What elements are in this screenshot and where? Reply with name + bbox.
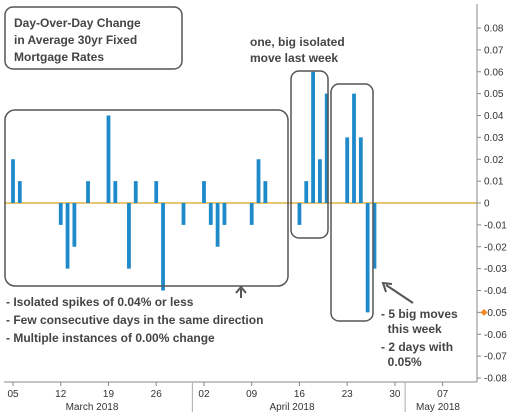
- y-tick-label: -0.05: [484, 308, 507, 319]
- x-tick-label: 16: [294, 389, 306, 400]
- bar: [324, 93, 329, 203]
- x-axis-ticks: 05 12 19 26 02 09 16 23 30 07: [7, 382, 449, 412]
- y-tick-label: -0.04: [484, 286, 507, 297]
- annotation-box2-line-1: one, big isolated: [250, 35, 345, 49]
- bar: [86, 181, 90, 203]
- y-tick-label: -0.02: [484, 242, 507, 253]
- bar: [113, 181, 118, 203]
- bar: [208, 203, 213, 225]
- bar: [58, 203, 63, 225]
- annotation-text-3: - Multiple instances of 0.00% change: [6, 331, 215, 345]
- bar: [133, 181, 138, 203]
- bar: [297, 203, 302, 225]
- annotation-box3-line-1: - 5 big moves: [381, 307, 458, 321]
- month-label-march: March 2018: [66, 402, 119, 413]
- annotation-box3-line-3: - 2 days with: [381, 340, 453, 354]
- bar: [11, 159, 15, 203]
- chart-title-line-3: Mortgage Rates: [14, 50, 104, 64]
- chart-title-line-2: in Average 30yr Fixed: [14, 33, 137, 47]
- bar: [106, 115, 111, 203]
- month-label-april: April 2018: [269, 402, 314, 413]
- bar: [358, 137, 363, 203]
- bar: [352, 93, 356, 203]
- y-tick-label: 0.07: [484, 45, 504, 56]
- y-tick-label: -0.01: [484, 220, 507, 231]
- annotation-box-last-week: [290, 70, 329, 239]
- x-tick-label: 07: [437, 389, 449, 400]
- bar: [161, 203, 165, 291]
- y-tick-label: 0.01: [484, 177, 504, 188]
- bar: [72, 203, 77, 247]
- bar: [17, 181, 22, 203]
- annotation-box3-line-2: this week: [381, 322, 442, 336]
- bar: [202, 181, 206, 203]
- bar: [127, 203, 131, 269]
- annotation-box2-line-2: move last week: [250, 51, 338, 65]
- y-tick-label: -0.08: [484, 374, 507, 385]
- x-tick-label: 09: [246, 389, 258, 400]
- bars-layer: [11, 71, 377, 313]
- annotation-box-march: [4, 109, 289, 287]
- annotation-box3-line-4: 0.05%: [381, 355, 422, 369]
- y-axis-ticks: 0.08 0.07 0.06 0.05 0.04 0.03 0.02 0.01 0 -0.01 -0…: [477, 24, 507, 385]
- arrow-diag-line: [385, 284, 414, 304]
- y-tick-label: 0.08: [484, 24, 504, 35]
- x-tick-label: 02: [198, 389, 210, 400]
- x-tick-label: 12: [55, 389, 67, 400]
- y-tick-label: -0.06: [484, 330, 507, 341]
- bar: [345, 137, 350, 203]
- bar: [304, 181, 309, 203]
- arrow-up-head: [235, 285, 247, 294]
- bar: [263, 181, 268, 203]
- y-tick-label: -0.03: [484, 264, 507, 275]
- title-box: [4, 6, 183, 70]
- y-tick-label: 0: [484, 199, 490, 210]
- annotation-text-1: - Isolated spikes of 0.04% or less: [6, 295, 194, 309]
- bar: [311, 71, 315, 203]
- bar: [154, 181, 159, 203]
- arrow-diag-head: [381, 281, 393, 293]
- x-tick-label: 23: [342, 389, 354, 400]
- bar: [181, 203, 186, 225]
- bar: [215, 203, 220, 247]
- y-tick-label: 0.05: [484, 89, 504, 100]
- latest-value-marker: [480, 308, 488, 316]
- y-tick-label: 0.03: [484, 133, 504, 144]
- chart-title-line-1: Day-Over-Day Change: [14, 16, 141, 30]
- bar: [65, 203, 70, 269]
- bar: [222, 203, 227, 225]
- annotation-text-2: - Few consecutive days in the same direc…: [6, 313, 263, 327]
- y-tick-label: 0.02: [484, 155, 504, 166]
- x-tick-label: 19: [103, 389, 115, 400]
- y-tick-label: 0.06: [484, 67, 504, 78]
- y-tick-label: 0.04: [484, 111, 504, 122]
- bar: [372, 203, 377, 269]
- x-tick-label: 05: [7, 389, 19, 400]
- y-tick-label: -0.07: [484, 352, 507, 363]
- month-label-may: May 2018: [416, 402, 460, 413]
- annotation-box-this-week: [330, 83, 374, 322]
- bar: [365, 203, 370, 313]
- bar: [318, 159, 322, 203]
- bar: [249, 203, 254, 225]
- x-tick-label: 30: [389, 389, 401, 400]
- x-tick-label: 26: [151, 389, 163, 400]
- bar: [256, 159, 261, 203]
